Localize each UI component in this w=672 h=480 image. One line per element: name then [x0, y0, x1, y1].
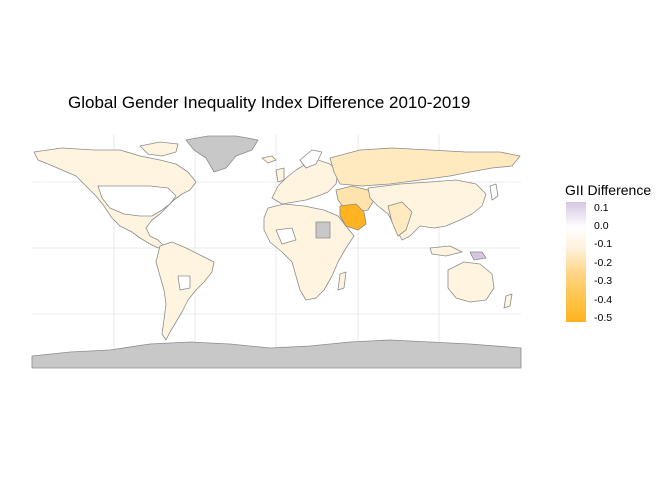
madagascar-shape [337, 271, 347, 291]
legend-tick-label: 0.1 [594, 201, 609, 214]
arctic-islands-shape [139, 141, 179, 157]
legend-tick-mark [586, 281, 589, 283]
legend-tick-mark [586, 262, 589, 264]
color-legend: GII Difference 0.1 0.0 -0.1 -0.2 -0.3 -0.4 -0.… [565, 182, 666, 325]
new-zealand-shape [503, 293, 513, 309]
legend-tick-label: -0.4 [594, 293, 613, 306]
japan-shape [489, 183, 499, 201]
legend-tick-label: -0.5 [594, 312, 613, 325]
antarctica-shape [31, 339, 522, 369]
russia-shape [329, 147, 521, 187]
india-shape [387, 201, 413, 237]
australia-shape [447, 261, 495, 303]
legend-tick-mark [586, 244, 589, 246]
legend-tick-label: -0.3 [594, 275, 613, 288]
paraguay-shape [177, 275, 191, 291]
legend-color-bar [566, 202, 586, 322]
legend-tick-labels: 0.1 0.0 -0.1 -0.2 -0.3 -0.4 -0.5 [594, 201, 654, 325]
africa-shape [263, 203, 355, 301]
legend-body: 0.1 0.0 -0.1 -0.2 -0.3 -0.4 -0.5 [566, 201, 666, 325]
map-title: Global Gender Inequality Index Differenc… [68, 93, 471, 112]
scandinavia-shape [299, 149, 323, 169]
sahara-no-data-shape [315, 221, 331, 239]
papua-new-guinea-shape [469, 251, 487, 261]
indonesia-shape [429, 245, 463, 257]
legend-tick-label: -0.1 [594, 238, 613, 251]
legend-title: GII Difference [565, 182, 652, 198]
saudi-arabia-shape [339, 203, 367, 231]
iceland-shape [261, 155, 277, 164]
legend-tick-mark [586, 207, 589, 209]
asia-shape [367, 179, 487, 241]
greenland-shape [185, 135, 259, 173]
uk-shape [275, 167, 285, 183]
legend-tick-mark [586, 226, 589, 227]
legend-tick-mark [586, 318, 589, 320]
usa-shape [97, 185, 177, 217]
legend-tick-mark [586, 299, 589, 301]
legend-tick-label: 0.0 [594, 220, 609, 232]
south-america-shape [155, 241, 215, 341]
west-africa-shape [275, 227, 297, 245]
legend-tick-label: -0.2 [594, 256, 613, 269]
